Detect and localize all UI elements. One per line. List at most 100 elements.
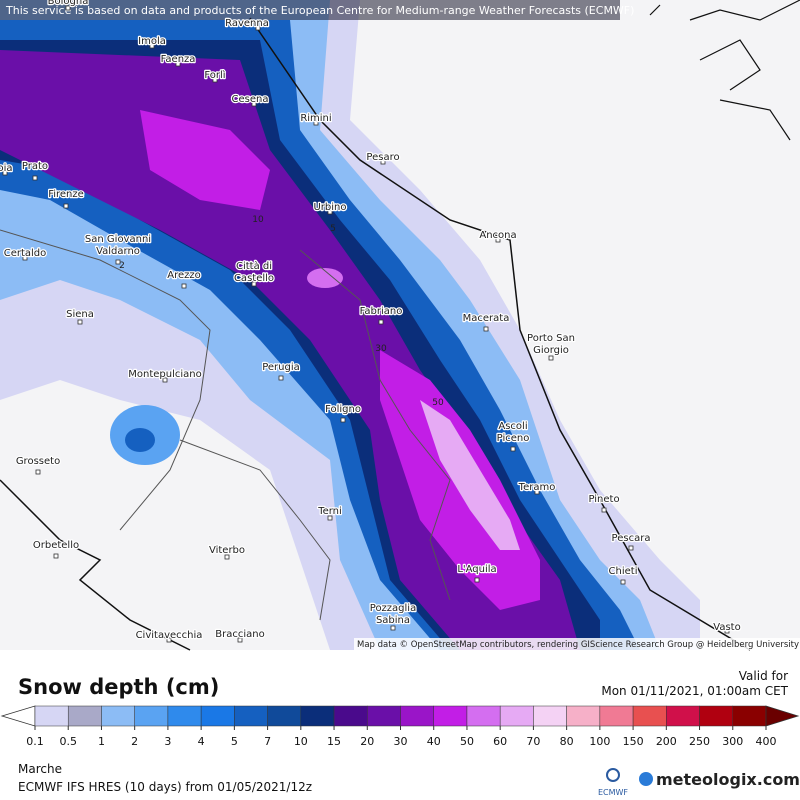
city-label: L'Aquila <box>457 564 496 575</box>
city-marker <box>628 545 634 551</box>
city-label: Pozzaglia <box>370 603 416 614</box>
city-marker <box>474 577 480 583</box>
coastline <box>0 479 191 651</box>
city-label: Civitavecchia <box>136 630 203 641</box>
ecmwf-label: ECMWF <box>598 788 628 797</box>
colorbar-tick-label: 250 <box>689 735 710 748</box>
city-label: Porto San <box>527 333 575 344</box>
colorbar-bin <box>134 705 169 727</box>
city-label: Castello <box>234 273 274 284</box>
city-label: Teramo <box>518 482 556 493</box>
city-label: Pesaro <box>366 152 399 163</box>
border <box>0 229 211 531</box>
colorbar-tick-label: 5 <box>231 735 238 748</box>
city-label: Prato <box>22 161 48 172</box>
colorbar-tick-label: 20 <box>360 735 374 748</box>
city-label: San Giovanni <box>85 234 151 245</box>
city-marker <box>35 469 41 475</box>
city-label: Macerata <box>463 313 510 324</box>
city-marker <box>327 515 333 521</box>
colorbar-tick-label: 0.1 <box>26 735 44 748</box>
city-marker <box>175 61 181 67</box>
colorbar-tick-label: 80 <box>560 735 574 748</box>
city-marker <box>181 283 187 289</box>
city-marker <box>495 237 501 243</box>
city-marker <box>22 255 28 261</box>
city-label: Fabriano <box>360 306 403 317</box>
city-marker <box>224 554 230 560</box>
snow-area <box>307 268 343 288</box>
city-marker <box>278 375 284 381</box>
brand-logo <box>639 772 653 786</box>
city-label: Cesena <box>232 94 269 105</box>
city-label: Montepulciano <box>128 369 201 380</box>
city-label: Ascoli <box>498 421 527 432</box>
city-marker <box>237 637 243 643</box>
colorbar-tick-label: 100 <box>589 735 610 748</box>
valid-label: Valid for <box>739 669 788 683</box>
city-label: Terni <box>317 506 342 517</box>
city-marker <box>77 319 83 325</box>
city-marker <box>548 355 554 361</box>
colorbar-bin <box>167 705 202 727</box>
colorbar-tick-label: 0.5 <box>59 735 77 748</box>
colorbar: 0.1 0.5 1 2 3 4 5 7 10 15 20 30 40 50 60 70 80 100 150 200 2… <box>0 705 800 748</box>
colorbar-bin <box>101 705 135 727</box>
city-marker <box>63 203 69 209</box>
legend-title: Snow depth (cm) <box>18 675 219 699</box>
colorbar-tick-label: 300 <box>722 735 743 748</box>
city-label: Certaldo <box>4 248 47 259</box>
city-marker <box>115 259 121 265</box>
city-marker <box>378 319 384 325</box>
colorbar-bin <box>466 705 501 727</box>
colorbar-tick-label: 50 <box>460 735 474 748</box>
contour-label: 2 <box>119 261 125 271</box>
city-label: Bologna <box>48 0 89 7</box>
colorbar-tick-label: 60 <box>493 735 507 748</box>
snow-area <box>420 400 520 550</box>
city-label: Urbino <box>313 202 346 213</box>
coastline <box>249 17 751 651</box>
city-label: Vasto <box>713 622 740 633</box>
city-marker <box>724 628 730 634</box>
colorbar-bin <box>200 705 235 727</box>
city-marker <box>2 170 8 176</box>
city-label: Chieti <box>609 566 638 577</box>
city-label: Orbetello <box>33 540 79 551</box>
colorbar-arrow-high <box>765 705 800 727</box>
city-marker <box>390 625 396 631</box>
city-label: Pescara <box>612 533 651 544</box>
cities: Bologna Ravenna Imola Faenza Forlì Cesena Rimi… <box>0 0 742 643</box>
city-marker <box>510 446 516 452</box>
brand: meteologix.com <box>656 770 800 789</box>
colorbar-tick-label: 2 <box>131 735 138 748</box>
city-label: Perugia <box>262 362 300 373</box>
city-label: Firenze <box>48 189 84 200</box>
city-label: Sabina <box>376 615 410 626</box>
city-marker <box>327 209 333 215</box>
attribution: Map data © OpenStreetMap contributors, r… <box>357 640 799 650</box>
valid-time: Mon 01/11/2021, 01:00am CET <box>601 684 788 698</box>
header-banner <box>0 0 620 20</box>
city-label: Città di <box>236 260 272 272</box>
city-label: Rimini <box>300 113 331 124</box>
colorbar-bin <box>599 705 634 727</box>
city-label: Viterbo <box>209 545 245 556</box>
colorbar-tick-label: 400 <box>756 735 777 748</box>
region: Marche <box>18 762 62 776</box>
city-label: Imola <box>138 36 166 47</box>
city-marker <box>251 101 257 107</box>
colorbar-bin <box>533 705 567 727</box>
city-marker <box>32 175 38 181</box>
colorbar-tick-label: 1 <box>98 735 105 748</box>
city-label: Grosseto <box>16 456 60 467</box>
city-marker <box>166 637 172 643</box>
colorbar-tick-label: 15 <box>327 735 341 748</box>
colorbar-bin <box>67 705 102 727</box>
colorbar-bin <box>666 705 700 727</box>
contour-label: 30 <box>375 344 387 354</box>
city-marker <box>483 326 489 332</box>
attribution-box <box>354 638 800 650</box>
colorbar-bin <box>632 705 667 727</box>
colorbar-bin <box>234 705 268 727</box>
